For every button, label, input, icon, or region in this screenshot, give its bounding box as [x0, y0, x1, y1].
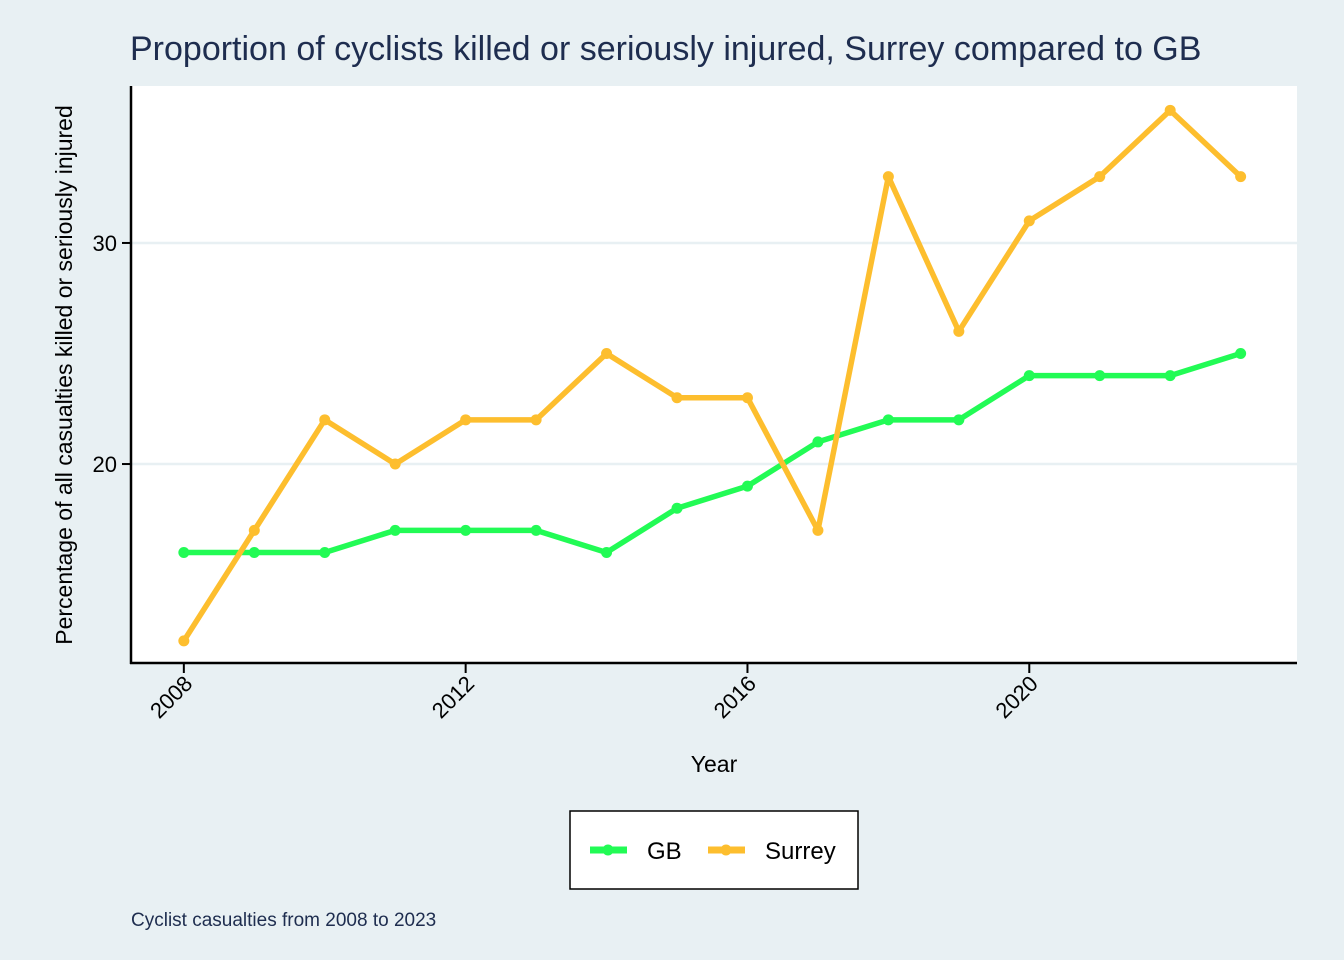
- data-point: [460, 524, 472, 536]
- x-tick-label: 2020: [991, 671, 1043, 723]
- series-line-gb: [183, 350, 1242, 556]
- x-axis-ticks: 2008 2012 2016 2020: [145, 663, 1043, 723]
- legend: GB Surrey: [569, 810, 859, 890]
- chart-caption: Cyclist casualties from 2008 to 2023: [131, 910, 436, 931]
- data-point: [1094, 171, 1106, 183]
- y-tick-label: 20: [93, 452, 117, 477]
- data-point: [460, 414, 472, 426]
- series-layer: [178, 104, 1247, 647]
- data-point: [248, 546, 260, 558]
- data-point: [1164, 104, 1176, 116]
- data-point: [741, 480, 753, 492]
- x-tick-label: 2008: [145, 671, 197, 723]
- data-point: [1023, 215, 1035, 227]
- data-point: [812, 436, 824, 448]
- data-point: [1235, 347, 1247, 359]
- data-point: [1235, 171, 1247, 183]
- x-tick-label: 2012: [427, 671, 479, 723]
- series-surrey: [178, 104, 1247, 647]
- data-point: [248, 524, 260, 536]
- data-point: [530, 524, 542, 536]
- data-point: [389, 458, 401, 470]
- chart-title: Proportion of cyclists killed or serious…: [130, 30, 1201, 68]
- legend-label: GB: [647, 838, 682, 865]
- data-point: [812, 524, 824, 536]
- legend-marker: [720, 844, 732, 856]
- gridlines: [131, 241, 1297, 466]
- data-point: [953, 325, 965, 337]
- x-axis-title: Year: [691, 751, 738, 777]
- data-point: [882, 414, 894, 426]
- y-axis-title: Percentage of all casualties killed or s…: [51, 105, 77, 645]
- legend-label: Surrey: [765, 838, 836, 865]
- data-point: [882, 171, 894, 183]
- legend-item-gb: GB: [590, 838, 682, 865]
- data-point: [601, 347, 613, 359]
- data-point: [1164, 370, 1176, 382]
- series-line-surrey: [181, 107, 1243, 643]
- data-point: [671, 502, 683, 514]
- series-gb: [178, 347, 1247, 558]
- data-point: [953, 414, 965, 426]
- legend-marker: [602, 844, 614, 856]
- data-point: [741, 392, 753, 404]
- data-point: [530, 414, 542, 426]
- data-point: [178, 635, 190, 647]
- legend-item-surrey: Surrey: [708, 838, 836, 865]
- data-point: [1094, 370, 1106, 382]
- data-point: [671, 392, 683, 404]
- data-point: [319, 414, 331, 426]
- data-point: [178, 546, 190, 558]
- data-point: [601, 546, 613, 558]
- y-tick-label: 30: [93, 231, 117, 256]
- data-point: [1023, 370, 1035, 382]
- x-tick-label: 2016: [709, 671, 761, 723]
- data-point: [389, 524, 401, 536]
- data-point: [319, 546, 331, 558]
